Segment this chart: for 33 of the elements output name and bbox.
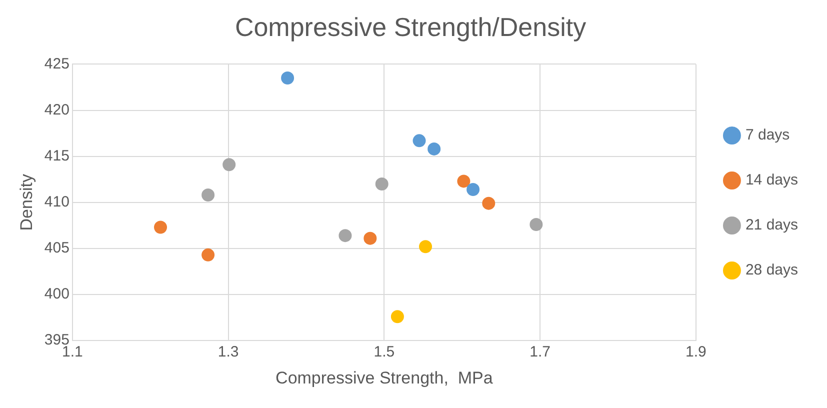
y-tick-label: 405 xyxy=(44,240,70,257)
y-tick-label: 415 xyxy=(44,147,70,164)
y-tick-label: 425 xyxy=(44,55,70,72)
point xyxy=(419,240,432,254)
chart-title: Compressive Strength/Density xyxy=(234,12,586,42)
x-tick-label: 1.7 xyxy=(530,344,551,361)
point xyxy=(457,174,470,188)
x-tick-label: 1.3 xyxy=(218,344,239,361)
point xyxy=(202,248,215,262)
legend-label: 21 days xyxy=(745,216,798,234)
point xyxy=(466,183,480,196)
point xyxy=(154,220,167,234)
y-tick-label: 400 xyxy=(44,286,70,303)
point xyxy=(428,142,441,156)
point xyxy=(482,196,496,210)
point xyxy=(222,158,236,172)
point xyxy=(202,188,215,202)
legend-label: 7 days xyxy=(745,126,790,144)
point xyxy=(375,177,388,190)
y-tick-label: 410 xyxy=(44,194,70,211)
x-axis-title: Compressive Strength, MPa xyxy=(276,368,494,388)
x-tick-label: 1.9 xyxy=(686,344,706,361)
point xyxy=(338,229,352,242)
legend-label: 14 days xyxy=(745,172,798,189)
point xyxy=(364,232,377,245)
x-tick-label: 1.5 xyxy=(374,344,395,361)
point xyxy=(390,310,404,324)
point xyxy=(412,134,426,148)
legend-label: 28 days xyxy=(745,262,798,279)
y-tick-label: 420 xyxy=(44,101,70,118)
point xyxy=(530,218,543,232)
y-axis-title: Density xyxy=(16,174,36,231)
point xyxy=(281,72,294,85)
